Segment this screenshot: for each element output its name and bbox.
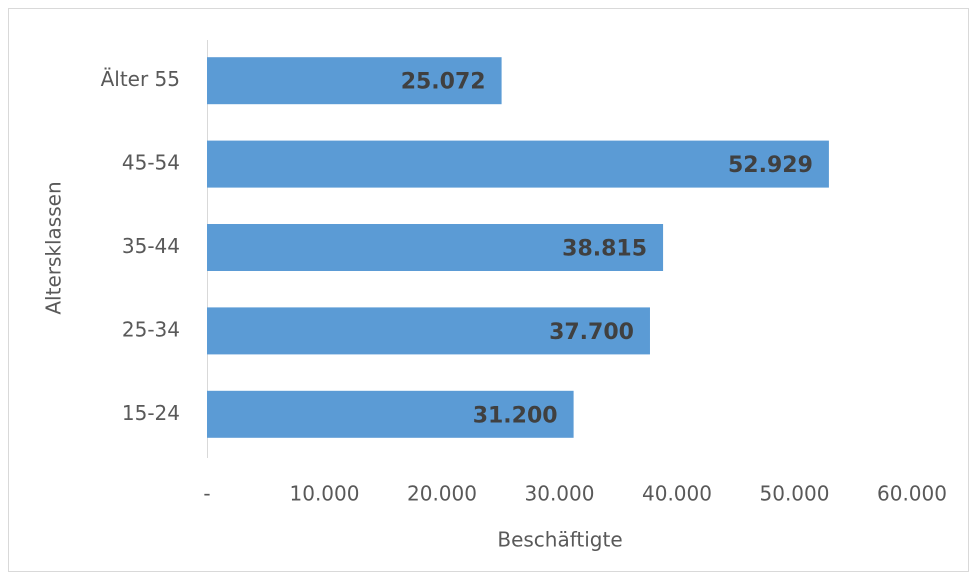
- data-label: 52.929: [728, 153, 813, 178]
- x-axis-title: Beschäftigte: [497, 528, 622, 552]
- bar: [207, 390, 574, 438]
- x-tick-label: 50.000: [760, 482, 830, 506]
- y-tick-label: 35-44: [122, 234, 180, 258]
- x-tick-label: 60.000: [877, 482, 947, 506]
- x-tick-label: 20.000: [407, 482, 477, 506]
- y-tick-label: 45-54: [122, 151, 180, 175]
- x-tick-label: -: [203, 482, 210, 506]
- x-tick-label: 40.000: [642, 482, 712, 506]
- x-tick-label: 10.000: [290, 482, 360, 506]
- y-tick-label: Älter 55: [101, 67, 180, 91]
- y-tick-label: 25-34: [122, 317, 180, 341]
- bar: [207, 57, 502, 105]
- bar: [207, 224, 664, 271]
- data-label: 37.700: [549, 320, 634, 345]
- y-tick-label: 15-24: [122, 401, 180, 425]
- bar: [207, 307, 650, 355]
- data-label: 25.072: [401, 70, 486, 95]
- bar: [207, 140, 829, 188]
- data-label: 31.200: [473, 403, 558, 428]
- x-tick-label: 30.000: [525, 482, 595, 506]
- y-axis-title: Altersklassen: [42, 181, 66, 314]
- data-label: 38.815: [562, 237, 647, 262]
